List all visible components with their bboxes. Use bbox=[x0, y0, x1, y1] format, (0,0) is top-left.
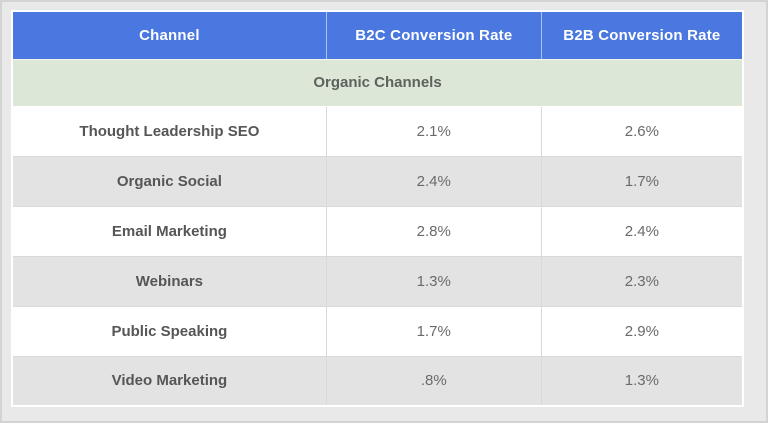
table-row: Email Marketing 2.8% 2.4% bbox=[11, 205, 744, 257]
table-row: Organic Social 2.4% 1.7% bbox=[11, 155, 744, 207]
b2c-value-cell: 1.7% bbox=[325, 305, 542, 357]
b2b-value-cell: 1.3% bbox=[540, 355, 744, 407]
b2c-value-cell: 2.1% bbox=[325, 105, 542, 157]
conversion-rate-table: Channel B2C Conversion Rate B2B Conversi… bbox=[11, 10, 744, 407]
channel-cell: Webinars bbox=[11, 255, 327, 307]
b2c-value-cell: 2.8% bbox=[325, 205, 542, 257]
header-row: Channel B2C Conversion Rate B2B Conversi… bbox=[11, 10, 744, 60]
channel-cell: Public Speaking bbox=[11, 305, 327, 357]
table-row: Public Speaking 1.7% 2.9% bbox=[11, 305, 744, 357]
column-header-b2b-conversion-rate: B2B Conversion Rate bbox=[540, 10, 744, 60]
channel-cell: Organic Social bbox=[11, 155, 327, 207]
b2c-value-cell: 2.4% bbox=[325, 155, 542, 207]
b2c-value-cell: .8% bbox=[325, 355, 542, 407]
channel-cell: Video Marketing bbox=[11, 355, 327, 407]
table-row: Thought Leadership SEO 2.1% 2.6% bbox=[11, 105, 744, 157]
channel-cell: Thought Leadership SEO bbox=[11, 105, 327, 157]
table-row: Video Marketing .8% 1.3% bbox=[11, 355, 744, 407]
b2b-value-cell: 1.7% bbox=[540, 155, 744, 207]
b2b-value-cell: 2.3% bbox=[540, 255, 744, 307]
channel-cell: Email Marketing bbox=[11, 205, 327, 257]
section-header-label: Organic Channels bbox=[11, 58, 744, 107]
column-header-channel: Channel bbox=[11, 10, 327, 60]
table-row: Webinars 1.3% 2.3% bbox=[11, 255, 744, 307]
b2b-value-cell: 2.9% bbox=[540, 305, 744, 357]
table-header: Channel B2C Conversion Rate B2B Conversi… bbox=[11, 10, 744, 60]
b2b-value-cell: 2.6% bbox=[540, 105, 744, 157]
column-header-b2c-conversion-rate: B2C Conversion Rate bbox=[325, 10, 542, 60]
section-row-organic-channels: Organic Channels bbox=[11, 58, 744, 107]
b2c-value-cell: 1.3% bbox=[325, 255, 542, 307]
b2b-value-cell: 2.4% bbox=[540, 205, 744, 257]
